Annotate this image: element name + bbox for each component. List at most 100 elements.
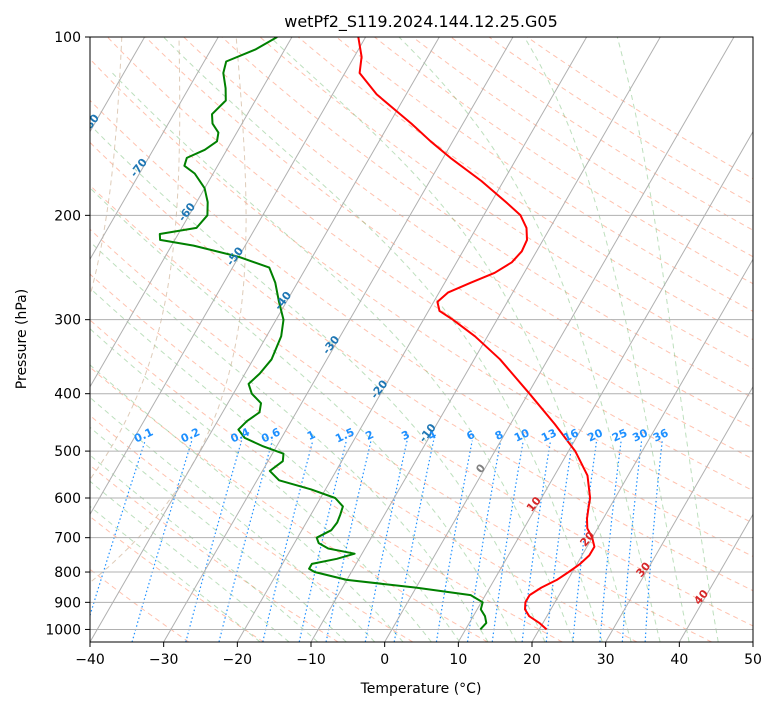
moist-adiabat bbox=[90, 426, 347, 642]
moist-adiabats bbox=[90, 37, 719, 642]
mixing-ratio-label: 0.2 bbox=[179, 425, 202, 445]
moist-adiabat bbox=[90, 124, 546, 642]
mixing-ratio-line bbox=[364, 440, 408, 642]
moist-adiabat bbox=[398, 37, 661, 642]
x-axis-label: Temperature (°C) bbox=[360, 681, 482, 697]
y-axis: 100 200 300 400 500 600 700 800 900 1000 bbox=[45, 30, 90, 638]
mixing-ratio-line bbox=[90, 440, 146, 618]
dry-adiabat bbox=[90, 414, 414, 642]
mixing-ratio-label: 2 bbox=[363, 428, 375, 443]
mixing-ratio-line bbox=[572, 440, 598, 642]
mixing-ratio-label: 13 bbox=[539, 426, 558, 444]
dry-adiabat bbox=[107, 37, 753, 492]
moist-adiabat-label: 0 bbox=[473, 461, 488, 475]
x-tick-label: −20 bbox=[223, 652, 253, 668]
mixing-ratio-label: 20 bbox=[585, 426, 605, 444]
chart-title: wetPf2_S119.2024.144.12.25.G05 bbox=[284, 12, 558, 32]
moist-adiabat bbox=[90, 328, 432, 642]
skewed-isotherms bbox=[90, 37, 753, 642]
dry-adiabat bbox=[183, 37, 753, 429]
dry-adiabat bbox=[90, 58, 753, 524]
mixing-ratio-line bbox=[262, 440, 314, 642]
mixing-ratio-label: 1 bbox=[305, 428, 317, 443]
dry-adiabat-label: -90 bbox=[31, 67, 54, 91]
isotherm bbox=[236, 37, 588, 642]
dry-adiabat-label: -80 bbox=[79, 111, 102, 135]
dry-adiabat bbox=[90, 366, 488, 642]
moist-adiabat bbox=[112, 72, 575, 642]
y-tick-label: 800 bbox=[54, 565, 81, 581]
x-axis: −40 −30 −20 −10 0 10 20 30 40 50 bbox=[75, 642, 762, 668]
dry-adiabat-label: -40 bbox=[272, 289, 295, 313]
plot-frame bbox=[89, 36, 754, 643]
isotherm bbox=[605, 385, 753, 642]
dry-adiabat bbox=[450, 37, 753, 231]
y-tick-label: 600 bbox=[54, 491, 81, 507]
mixing-ratio-line bbox=[521, 440, 552, 642]
moist-adiabat-label: 40 bbox=[691, 587, 711, 607]
dry-adiabat bbox=[90, 99, 753, 558]
dry-adiabat bbox=[90, 515, 264, 642]
dry-adiabat bbox=[221, 37, 753, 399]
x-tick-label: 40 bbox=[670, 652, 688, 668]
pressure-gridlines bbox=[90, 37, 753, 630]
temperature-profile bbox=[357, 37, 596, 631]
dry-adiabat bbox=[259, 37, 753, 369]
moist-adiabat-label: 10 bbox=[524, 494, 544, 514]
y-tick-label: 500 bbox=[54, 444, 81, 460]
isotherm bbox=[163, 37, 514, 642]
dewpoint-profile bbox=[158, 37, 488, 631]
mixing-ratio-label: 0.1 bbox=[132, 425, 155, 445]
moist-adiabat bbox=[90, 505, 261, 642]
mixing-ratio-line bbox=[131, 440, 193, 642]
dry-adiabat bbox=[90, 568, 190, 642]
mixing-ratio-label: 10 bbox=[512, 426, 532, 444]
isotherm bbox=[90, 37, 440, 642]
x-tick-label: −30 bbox=[149, 652, 179, 668]
mixing-ratio-line bbox=[435, 440, 473, 642]
mixing-ratio-line bbox=[298, 440, 347, 642]
mixing-ratio-line bbox=[545, 440, 574, 642]
y-tick-label: 1000 bbox=[45, 622, 81, 638]
y-axis-label: Pressure (hPa) bbox=[14, 289, 30, 389]
moist-adiabat bbox=[90, 287, 461, 642]
isotherm bbox=[90, 37, 367, 516]
mixing-ratio-line bbox=[218, 440, 273, 642]
mixing-ratio-label: 0.4 bbox=[229, 425, 252, 445]
moist-adiabat-label: 30 bbox=[633, 559, 653, 579]
y-tick-label: 100 bbox=[54, 30, 81, 46]
mixing-ratio-label: 6 bbox=[465, 428, 478, 443]
mixing-ratio-line bbox=[644, 440, 663, 642]
reference-curve bbox=[0, 37, 65, 642]
moist-adiabat bbox=[90, 187, 517, 642]
y-tick-label: 400 bbox=[54, 387, 81, 403]
mixing-ratio-line bbox=[599, 440, 622, 642]
mixing-ratio-line bbox=[185, 440, 243, 642]
moist-adiabat bbox=[90, 396, 376, 642]
dry-adiabat bbox=[526, 37, 753, 180]
dry-adiabat-label: -100 bbox=[0, 30, 3, 60]
reference-curves bbox=[0, 37, 247, 642]
sounding-series bbox=[158, 37, 596, 631]
x-tick-label: −40 bbox=[75, 652, 105, 668]
mixing-ratio-label: 30 bbox=[630, 426, 650, 444]
x-tick-label: −10 bbox=[296, 652, 326, 668]
moist-adiabat bbox=[90, 241, 489, 642]
isotherm bbox=[752, 640, 753, 642]
moist-adiabat bbox=[90, 364, 404, 642]
dry-adiabat bbox=[374, 37, 753, 285]
isotherm bbox=[90, 37, 219, 261]
moist-adiabat bbox=[269, 37, 632, 642]
y-tick-label: 300 bbox=[54, 313, 81, 329]
mixing-ratio-line bbox=[325, 440, 372, 642]
isotherm bbox=[384, 37, 735, 642]
y-tick-label: 700 bbox=[54, 531, 81, 547]
moist-adiabat bbox=[90, 454, 319, 642]
y-tick-label: 900 bbox=[54, 595, 81, 611]
reference-curve bbox=[90, 37, 247, 584]
x-tick-label: 30 bbox=[597, 652, 615, 668]
dry-adiabat bbox=[336, 37, 753, 312]
x-tick-label: 0 bbox=[380, 652, 389, 668]
dry-adiabat bbox=[90, 464, 339, 642]
